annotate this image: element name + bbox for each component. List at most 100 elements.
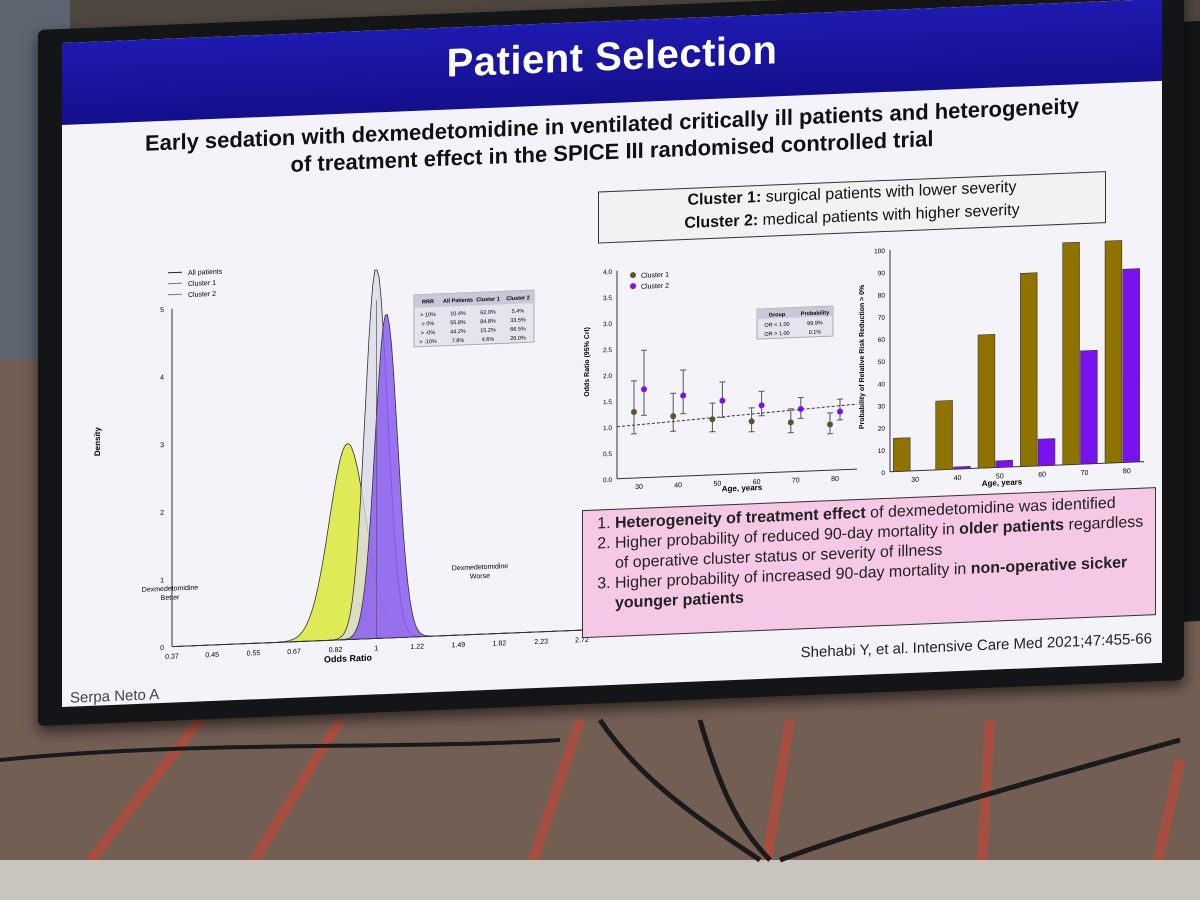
prob-bar-cluster-1 [1104, 240, 1123, 464]
prob-y-tick: 70 [878, 315, 886, 322]
prob-bar-cluster-2 [995, 459, 1013, 468]
rrr-table: RRR All Patients Cluster 1 Cluster 2 > 10% 10… [413, 289, 535, 348]
prob-x-label: Age, years [982, 477, 1023, 488]
rrr-cell: > 10% [420, 312, 436, 319]
or-x-tick: 50 [714, 481, 722, 488]
prob-y-tick: 40 [878, 381, 886, 388]
or-table-header: Probability [801, 310, 830, 317]
or-y-tick: 1.0 [603, 425, 612, 432]
presentation-slide: Patient Selection Early sedation with de… [62, 0, 1162, 708]
density-y-tick: 1 [160, 577, 164, 584]
prob-x-tick: 80 [1123, 468, 1131, 475]
density-legend: All patients Cluster 1 Cluster 2 [168, 269, 223, 299]
citation: Shehabi Y, et al. Intensive Care Med 202… [800, 630, 1152, 662]
prob-y-tick: 50 [878, 359, 886, 366]
density-y-tick: 4 [160, 375, 164, 382]
rrr-cell: 84.8% [480, 319, 496, 326]
or-legend-cluster-1: Cluster 1 [641, 272, 669, 280]
rrr-cell: > -0% [421, 330, 436, 337]
rrr-header: All Patients [443, 298, 473, 305]
conclusions-box: Heterogeneity of treatment effect of dex… [582, 487, 1156, 639]
rrr-cell: 15.2% [480, 328, 496, 335]
or-table-cell: OR > 1.00 [764, 331, 789, 338]
rrr-cell: 66.5% [510, 326, 526, 333]
or-x-tick: 30 [635, 484, 643, 491]
or-trend-line [616, 403, 858, 428]
annotation-better-2: Better [161, 594, 180, 602]
cluster-1-label: Cluster 1: [687, 188, 762, 209]
density-x-tick: 0.45 [205, 652, 219, 660]
or-table-cell: 99.9% [807, 320, 823, 327]
or-y-tick: 2.5 [603, 347, 612, 354]
prob-bar-cluster-2 [953, 466, 971, 470]
or-x-tick: 60 [753, 479, 761, 486]
density-y-tick: 3 [160, 442, 164, 449]
or-y-tick: 3.5 [603, 295, 612, 302]
or-point-cluster-1 [787, 419, 794, 426]
density-x-tick: 2.23 [534, 639, 548, 647]
density-x-tick: 1.22 [410, 643, 424, 651]
monitor: Patient Selection Early sedation with de… [38, 0, 1184, 727]
prob-y-tick: 80 [878, 292, 886, 299]
or-table-header: Group [769, 312, 786, 319]
rrr-cell: 5.4% [512, 308, 525, 315]
density-x-tick: 1.49 [451, 642, 465, 650]
probability-bar-chart: 0 10 20 30 40 50 60 70 80 90 100 30 40 50 60 70 80 Proba… [859, 240, 1144, 488]
prob-x-axis [890, 461, 1144, 473]
density-x-tick: 0.67 [287, 648, 301, 656]
density-x-tick: 1.82 [493, 640, 507, 648]
prob-x-tick: 50 [996, 473, 1004, 480]
legend-cluster-1: Cluster 1 [188, 280, 216, 288]
prob-x-tick: 40 [954, 475, 962, 482]
prob-x-tick: 70 [1081, 470, 1089, 477]
or-y-tick: 0.5 [603, 451, 612, 458]
prob-bar-cluster-2 [1037, 438, 1056, 467]
annotation-better-1: Dexmedetomidine [142, 585, 199, 594]
rrr-cell: > -10% [419, 339, 437, 346]
density-y-label: Density [93, 426, 102, 456]
prob-bar-cluster-1 [1020, 272, 1038, 467]
rrr-cell: > 0% [422, 321, 435, 328]
annotation-worse-2: Worse [470, 573, 490, 581]
prob-bar-cluster-1 [935, 400, 953, 471]
or-x-tick: 70 [792, 477, 800, 484]
annotation-worse-1: Dexmedetomidine [452, 563, 509, 572]
or-y-tick: 0.0 [603, 477, 612, 484]
prob-x-tick: 60 [1038, 472, 1046, 479]
rrr-cell: 62.0% [480, 310, 496, 317]
or-point-cluster-1 [709, 416, 716, 423]
or-point-cluster-2 [837, 408, 843, 415]
prob-y-tick: 0 [881, 470, 885, 477]
or-point-cluster-1 [670, 413, 677, 420]
author-credit: Serpa Neto A [70, 686, 160, 707]
rrr-cell: 33.5% [510, 317, 526, 324]
prob-bar-cluster-1 [893, 437, 911, 472]
density-x-tick: 1 [374, 645, 378, 652]
prob-bar-cluster-2 [1080, 349, 1098, 465]
rrr-cell: 26.0% [510, 335, 526, 342]
prob-y-tick: 20 [878, 426, 886, 433]
rrr-cell: 7.8% [452, 338, 465, 345]
density-chart: 0 1 2 3 4 5 0.37 0.45 0.55 0.67 0.82 1 1.22 1.49 1.82 2… [93, 269, 589, 665]
or-legend-cluster-2: Cluster 2 [641, 283, 669, 291]
or-y-tick: 1.5 [603, 399, 612, 406]
or-probability-table: Group Probability OR < 1.00 99.9% OR > 1.00 0… [756, 305, 834, 340]
or-point-cluster-2 [719, 397, 726, 404]
density-y-tick: 0 [160, 645, 164, 652]
or-y-tick: 4.0 [603, 269, 612, 276]
or-point-cluster-1 [631, 409, 637, 416]
rrr-cell: 4.6% [482, 337, 495, 344]
prob-bar-cluster-2 [1122, 268, 1140, 463]
density-y-tick: 2 [160, 510, 164, 517]
rrr-cell: 10.4% [450, 311, 466, 318]
or-x-tick: 80 [831, 476, 839, 483]
prob-y-tick: 100 [874, 248, 885, 255]
density-y-tick: 5 [160, 307, 164, 314]
or-x-label: Age, years [722, 483, 763, 494]
or-table-cell: OR < 1.00 [764, 322, 789, 329]
or-point-cluster-1 [748, 418, 755, 425]
or-point-cluster-1 [827, 421, 833, 428]
density-curve-cluster-2 [172, 313, 582, 648]
prob-y-tick: 30 [878, 403, 886, 410]
rrr-cell: 44.2% [450, 329, 466, 336]
